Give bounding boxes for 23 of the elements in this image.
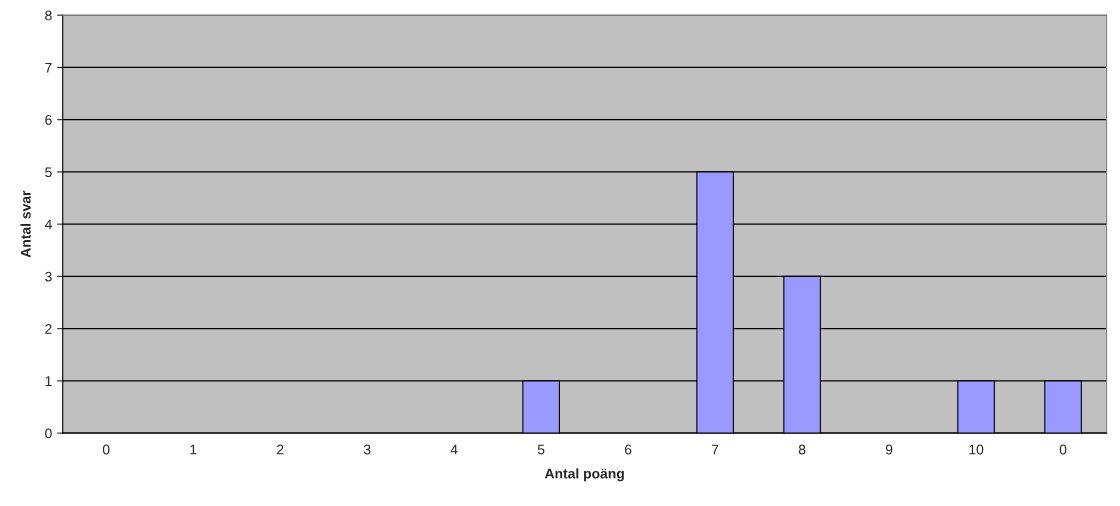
y-axis-title: Antal svar xyxy=(20,190,31,258)
y-tick-label: 0 xyxy=(45,428,52,439)
x-tick-label: 5 xyxy=(537,444,545,455)
x-tick-label: 4 xyxy=(450,444,458,455)
y-tick-label: 3 xyxy=(45,271,52,282)
x-tick-label: 0 xyxy=(1059,444,1067,455)
y-tick-label: 1 xyxy=(45,376,52,386)
x-tick-label: 0 xyxy=(102,444,110,455)
x-tick-label: 10 xyxy=(969,444,984,455)
x-tick-label: 1 xyxy=(190,444,197,455)
y-tick-label: 4 xyxy=(44,219,52,230)
y-tick-label: 8 xyxy=(45,10,52,21)
x-tick-label: 8 xyxy=(798,444,806,455)
x-tick-label: 9 xyxy=(885,444,893,455)
x-axis-title: Antal poäng xyxy=(544,468,624,482)
x-tick-label: 7 xyxy=(711,444,719,455)
y-tick-label: 6 xyxy=(45,115,52,125)
y-tick-label: 7 xyxy=(45,62,52,73)
x-tick-label: 3 xyxy=(363,444,371,455)
x-tick-label: 6 xyxy=(624,444,632,455)
y-tick-label: 2 xyxy=(45,323,52,334)
y-tick-label: 5 xyxy=(45,167,52,178)
x-tick-label: 2 xyxy=(277,444,284,455)
